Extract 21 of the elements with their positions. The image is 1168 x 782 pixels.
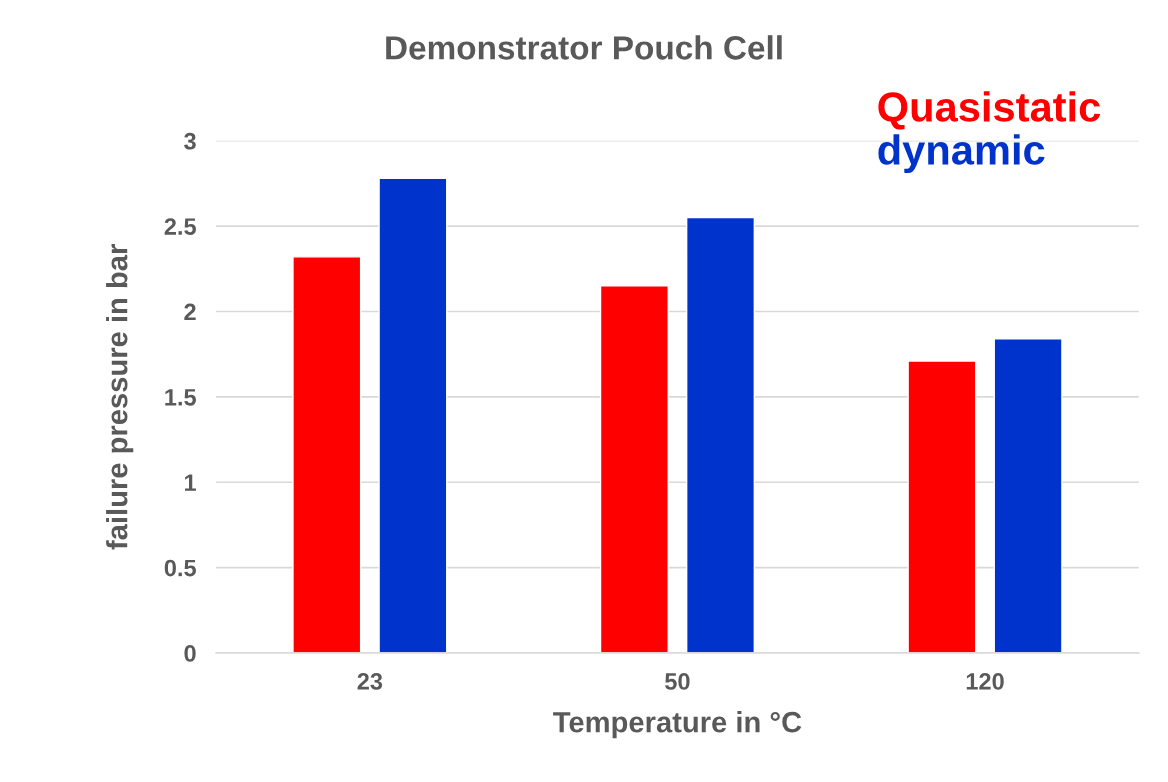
bar: [685, 216, 756, 653]
y-tick-label: 0.5: [164, 559, 196, 577]
text: dynamic: [878, 134, 1045, 174]
y-tick-label: 3: [184, 132, 196, 150]
y-axis-title: failure pressure in bar: [106, 244, 134, 550]
y-tick-label: 2.5: [164, 218, 196, 235]
x-tick-label: 23: [357, 673, 383, 690]
bar: [993, 338, 1063, 653]
chart-title: Demonstrator Pouch Cell: [386, 35, 782, 60]
x-tick-label: 50: [665, 673, 690, 690]
y-tick-label: 1: [184, 474, 196, 491]
text: Quasistatic: [878, 91, 1101, 130]
bar: [292, 256, 362, 653]
y-tick-label: 0: [184, 645, 196, 662]
y-tick-label: 1.5: [165, 389, 196, 406]
y-tick-label: 2: [184, 303, 196, 321]
x-axis-title: Temperature in °C: [553, 711, 802, 739]
bar: [907, 360, 977, 653]
x-tick-label: 120: [966, 673, 1004, 690]
bar: [378, 177, 448, 653]
bar: [599, 285, 669, 653]
